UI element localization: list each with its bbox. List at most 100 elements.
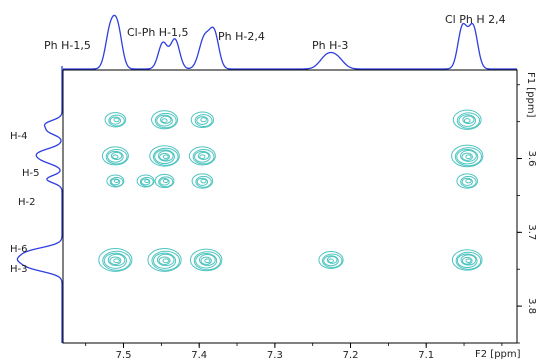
cross-peak bbox=[104, 112, 127, 128]
contour-level bbox=[108, 114, 125, 127]
contour-level bbox=[107, 253, 126, 267]
contour-level bbox=[465, 178, 472, 184]
cross-peak bbox=[188, 146, 216, 166]
contour-level bbox=[158, 256, 171, 266]
contour-level bbox=[160, 115, 172, 124]
x-tick-label: 7.1 bbox=[418, 350, 434, 360]
contour-level bbox=[200, 117, 207, 123]
cross-peak bbox=[154, 173, 175, 189]
contour-level bbox=[322, 253, 343, 268]
x-axis-ticks: 7.5 7.4 7.3 7.2 7.1 bbox=[85, 343, 503, 360]
contour-level bbox=[140, 178, 151, 186]
contour-level bbox=[194, 114, 213, 127]
cross-peak bbox=[189, 248, 223, 272]
contour-level bbox=[109, 256, 122, 266]
contour-level bbox=[109, 176, 124, 187]
cross-peak bbox=[147, 248, 182, 272]
top-projection-trace bbox=[63, 14, 517, 70]
contour-level bbox=[195, 175, 212, 188]
contour-level bbox=[455, 251, 482, 270]
contour-level bbox=[162, 154, 169, 159]
contour-level bbox=[159, 178, 170, 186]
contour-level bbox=[460, 175, 477, 188]
contour-level bbox=[105, 149, 128, 165]
y-tick-label: 3.7 bbox=[526, 224, 537, 240]
cross-peak bbox=[136, 174, 155, 188]
cross-peak bbox=[106, 174, 125, 188]
contour-level bbox=[323, 255, 339, 267]
contour-level bbox=[195, 253, 218, 269]
left-peak-label: H-3 bbox=[10, 264, 28, 275]
x-tick-label: 7.2 bbox=[343, 350, 359, 360]
cross-peak bbox=[452, 109, 482, 130]
x-tick-label: 7.4 bbox=[191, 350, 207, 360]
left-projection-trace bbox=[16, 66, 63, 343]
cross-peak bbox=[318, 251, 344, 269]
contour-level bbox=[98, 248, 133, 272]
contour-level bbox=[318, 251, 344, 269]
y-tick-label: 3.6 bbox=[526, 151, 537, 167]
cross-peak bbox=[190, 111, 215, 129]
y-axis-label: F1 [ppm] bbox=[525, 72, 536, 118]
cross-peak bbox=[149, 145, 180, 167]
left-peak-label: H-2 bbox=[18, 197, 36, 208]
top-peak-label: Cl-Ph H-1,5 bbox=[127, 26, 189, 39]
top-peak-label: Cl Ph H 2,4 bbox=[445, 13, 506, 26]
cross-peak bbox=[451, 249, 483, 271]
contour-level bbox=[151, 250, 181, 271]
cross-peak-contours bbox=[98, 109, 484, 272]
top-projection-labels: Ph H-1,5 Cl-Ph H-1,5 Ph H-2,4 Ph H-3 Cl Ph H… bbox=[44, 13, 506, 52]
contour-level bbox=[156, 114, 173, 127]
contour-level bbox=[159, 152, 170, 161]
contour-level bbox=[106, 174, 125, 188]
contour-level bbox=[454, 147, 483, 167]
contour-level bbox=[465, 258, 472, 263]
contour-level bbox=[460, 254, 477, 266]
contour-level bbox=[465, 154, 472, 160]
contour-level bbox=[136, 174, 155, 188]
cross-peak bbox=[101, 146, 129, 166]
top-peak-label: Ph H-2,4 bbox=[218, 30, 265, 43]
contour-level bbox=[113, 258, 120, 264]
contour-level bbox=[192, 149, 215, 165]
contour-level bbox=[162, 258, 170, 264]
contour-level bbox=[461, 256, 473, 265]
contour-level bbox=[157, 150, 174, 162]
x-tick-label: 7.5 bbox=[116, 350, 132, 360]
contour-level bbox=[139, 176, 154, 187]
left-peak-label: H-4 bbox=[10, 131, 28, 142]
cross-peak bbox=[151, 110, 179, 130]
contour-level bbox=[161, 118, 168, 123]
x-tick-label: 7.3 bbox=[267, 350, 283, 360]
y-axis-ticks: 3.6 3.7 3.8 bbox=[517, 84, 537, 344]
cross-peak bbox=[451, 144, 484, 168]
contour-level bbox=[196, 116, 209, 125]
contour-level bbox=[107, 150, 124, 163]
contour-level bbox=[326, 256, 338, 264]
contour-level bbox=[200, 256, 212, 265]
contour-level bbox=[200, 178, 207, 184]
contour-level bbox=[109, 116, 122, 125]
contour-level bbox=[461, 152, 473, 161]
contour-level bbox=[458, 114, 477, 127]
contour-level bbox=[149, 145, 180, 167]
contour-level bbox=[154, 149, 175, 165]
contour-level bbox=[189, 248, 223, 272]
contour-level bbox=[112, 154, 119, 160]
contour-level bbox=[198, 254, 216, 266]
left-peak-label: H-6 bbox=[10, 244, 28, 255]
contour-level bbox=[152, 147, 179, 166]
cross-peak bbox=[191, 173, 214, 189]
contour-level bbox=[190, 111, 215, 129]
y-tick-label: 3.8 bbox=[526, 298, 537, 314]
contour-level bbox=[154, 112, 177, 129]
contour-level bbox=[144, 179, 150, 184]
contour-level bbox=[154, 173, 175, 189]
contour-level bbox=[456, 149, 479, 165]
contour-level bbox=[147, 248, 182, 272]
contour-level bbox=[204, 258, 211, 264]
contour-level bbox=[193, 251, 221, 271]
plot-frame bbox=[62, 69, 518, 344]
contour-level bbox=[113, 179, 120, 184]
